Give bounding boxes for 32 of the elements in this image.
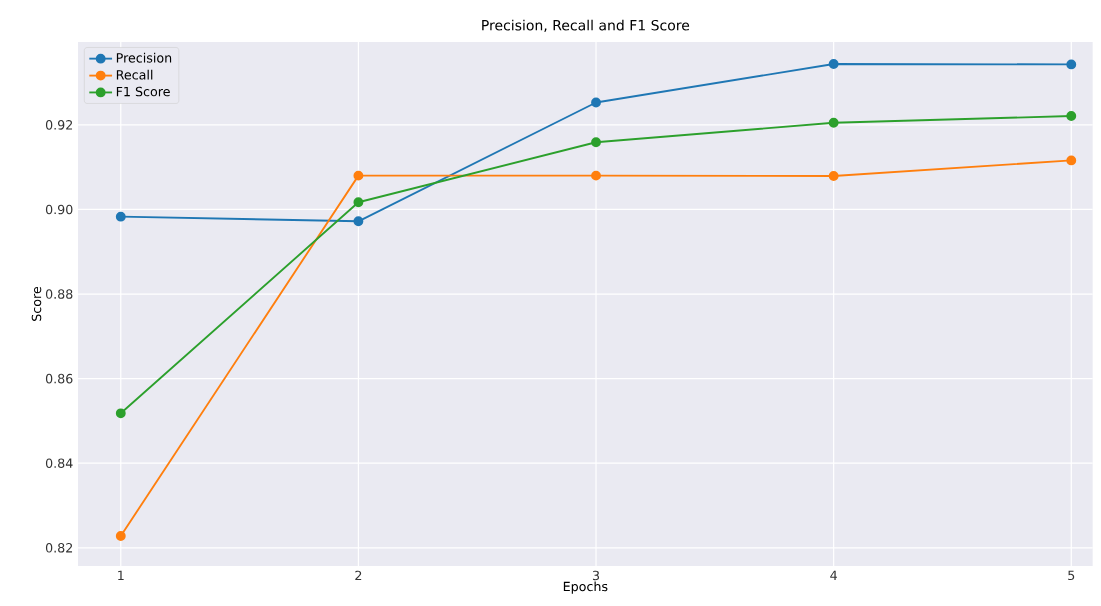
y-tick-label: 0.92 xyxy=(45,120,73,130)
y-tick-label: 0.88 xyxy=(45,289,73,299)
chart-title: Precision, Recall and F1 Score xyxy=(482,19,690,32)
point xyxy=(115,408,126,419)
point xyxy=(115,531,126,541)
point xyxy=(1066,59,1077,70)
point xyxy=(353,197,364,208)
legend-label: Recall xyxy=(116,69,153,80)
point xyxy=(1066,111,1077,121)
point xyxy=(1066,155,1077,166)
legend-label: F1 Score xyxy=(116,86,170,97)
x-axis-title: Epochs xyxy=(563,581,608,594)
point xyxy=(591,97,601,108)
point xyxy=(115,211,126,222)
x-tick-label: 1 xyxy=(118,570,124,580)
x-tick-label: 3 xyxy=(592,570,600,581)
y-tick-label: 0.84 xyxy=(45,458,73,469)
point xyxy=(828,171,839,181)
point xyxy=(828,117,839,128)
x-tick-label: 4 xyxy=(830,570,837,580)
legend-label: Precision xyxy=(116,52,172,63)
y-tick-label: 0.90 xyxy=(45,204,73,215)
x-tick-label: 2 xyxy=(355,570,362,581)
point xyxy=(591,170,601,181)
point xyxy=(828,59,839,69)
point xyxy=(353,216,364,227)
point xyxy=(353,170,364,181)
y-tick-label: 0.86 xyxy=(45,373,73,384)
x-tick-label: 5 xyxy=(1068,570,1075,581)
y-tick-label: 0.82 xyxy=(45,543,73,553)
y-axis-title: Score xyxy=(31,286,42,321)
point xyxy=(591,137,601,148)
